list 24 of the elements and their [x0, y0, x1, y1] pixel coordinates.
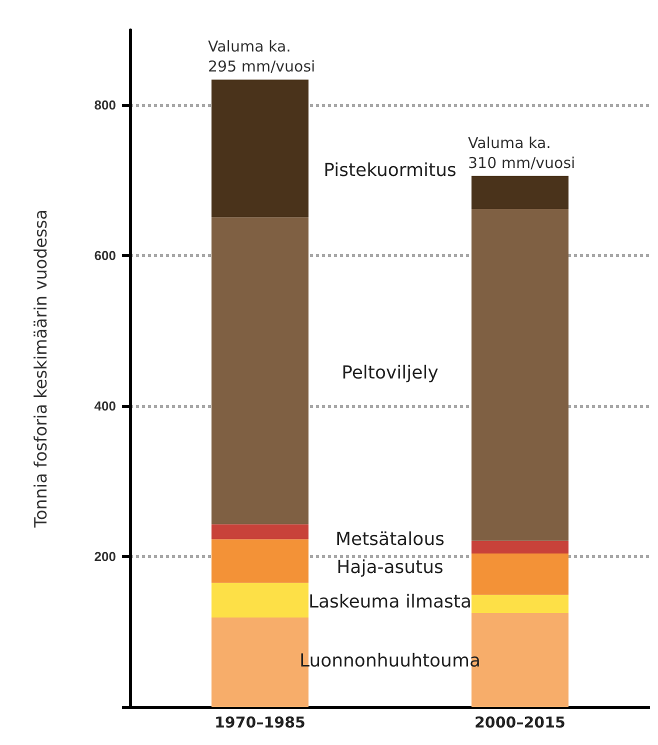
bar: [472, 176, 568, 210]
bar: [212, 582, 308, 618]
series-label: Metsätalous: [336, 528, 444, 550]
x-tick-label: 1970–1985: [214, 714, 306, 732]
y-tick-label: 200: [94, 549, 116, 564]
series-label: Pistekuormitus: [324, 160, 456, 181]
annotation: Valuma ka. 310 mm/vuosi: [468, 134, 576, 172]
series-label: Haja-asutus: [336, 557, 444, 578]
bar: [212, 539, 308, 583]
bar: [472, 540, 568, 554]
y-axis-title: Tonnia fosforia keskimäärin vuodessa: [32, 209, 52, 529]
y-tick-label: 400: [94, 398, 116, 414]
bar: [212, 217, 308, 524]
bar: [212, 80, 308, 218]
y-tick-label: 800: [94, 98, 116, 113]
series-label: Peltoviljely: [342, 362, 439, 384]
bar: [472, 209, 568, 541]
annotation: Valuma ka. 295 mm/vuosi: [208, 38, 316, 76]
bar: [472, 554, 568, 595]
series-label: Laskeuma ilmasta: [308, 592, 472, 613]
bar: [472, 594, 568, 613]
y-tick-label: 600: [94, 248, 116, 264]
x-tick-label: 2000–2015: [474, 714, 566, 732]
bar: [212, 524, 308, 540]
